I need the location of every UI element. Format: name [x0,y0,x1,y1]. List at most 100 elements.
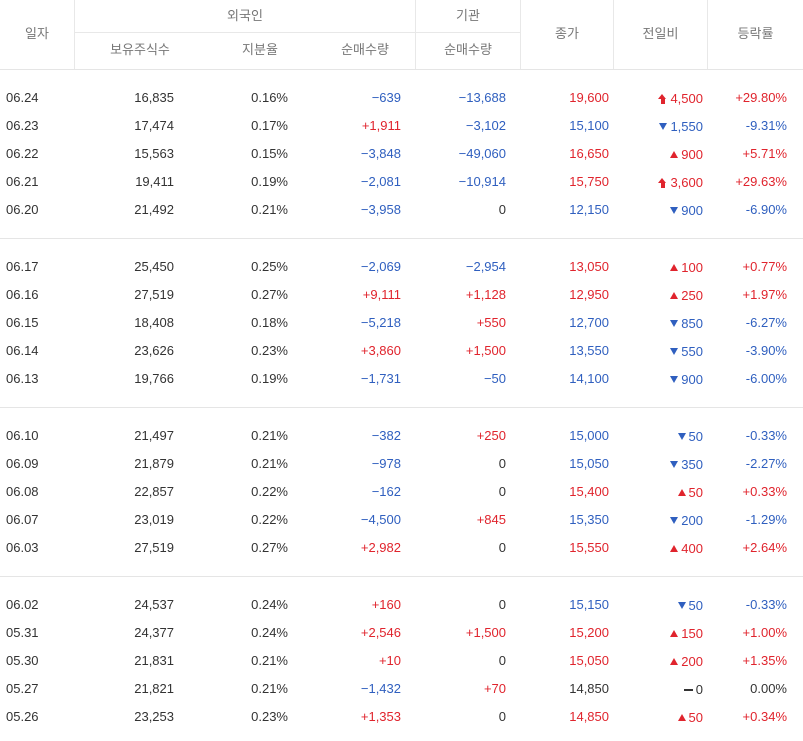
row-change-value: 0 [695,682,703,698]
row-held-shares: 23,253 [134,709,174,724]
row-date: 05.26 [6,709,39,724]
up-icon [670,151,679,159]
row-foreign-net: +2,546 [360,625,401,640]
row-inst-net: 0 [498,709,506,724]
row-inst-net: −2,954 [465,259,506,274]
row-share-ratio: 0.24% [251,625,288,640]
row-close: 14,850 [569,709,609,724]
row-foreign-net: −978 [371,456,401,471]
row-share-ratio: 0.19% [251,371,288,386]
row-share-ratio: 0.21% [251,202,288,217]
row-held-shares: 21,879 [134,456,174,471]
row-change: 200 [670,513,703,527]
header-divider [415,0,416,69]
row-foreign-net: −1,432 [360,681,401,696]
row-inst-net: −3,102 [465,118,506,133]
row-rate: -9.31% [745,118,787,133]
up-icon [677,714,686,722]
row-close: 12,950 [569,287,609,302]
row-change-value: 400 [681,541,703,557]
row-close: 15,200 [569,625,609,640]
row-inst-net: −50 [483,371,506,386]
row-change: 900 [670,147,703,161]
row-share-ratio: 0.22% [251,484,288,499]
row-foreign-net: +1,911 [361,118,401,133]
row-date: 06.17 [6,259,39,274]
row-rate: -6.00% [745,371,787,386]
row-change: 50 [677,598,703,612]
row-change-value: 850 [681,316,703,332]
up-icon [670,292,679,300]
row-held-shares: 27,519 [134,287,174,302]
up-icon [670,630,679,638]
row-date: 06.24 [6,90,39,105]
row-foreign-net: +2,982 [360,540,401,555]
row-close: 12,700 [569,315,609,330]
row-held-shares: 24,377 [134,625,174,640]
row-held-shares: 25,450 [134,259,174,274]
header-held-shares: 보유주식수 [110,42,170,57]
row-held-shares: 18,408 [134,315,174,330]
row-close: 13,550 [569,343,609,358]
row-held-shares: 27,519 [134,540,174,555]
row-rate: +0.33% [742,484,787,499]
row-share-ratio: 0.21% [251,428,288,443]
row-held-shares: 23,626 [134,343,174,358]
row-share-ratio: 0.22% [251,512,288,527]
header-inst-net: 순매수량 [444,42,492,57]
down-icon [670,348,679,356]
header-divider [520,0,521,69]
down-icon [670,207,679,215]
row-foreign-net: −1,731 [360,371,401,386]
row-date: 06.14 [6,343,39,358]
row-inst-net: 0 [498,653,506,668]
header-change: 전일비 [642,26,679,41]
row-change-value: 900 [681,203,703,219]
row-date: 06.02 [6,597,39,612]
row-rate: +1.35% [742,653,787,668]
row-close: 15,000 [569,428,609,443]
row-inst-net: +1,128 [465,287,506,302]
header-foreign-net: 순매수량 [341,42,389,57]
row-change-value: 100 [681,260,703,276]
row-held-shares: 19,766 [134,371,174,386]
row-change: 50 [677,429,703,443]
header-group-row [75,0,520,33]
row-foreign-net: +3,860 [360,343,401,358]
row-change-value: 4,500 [670,91,703,107]
down-icon [670,376,679,384]
row-change: 850 [670,316,703,330]
row-inst-net: 0 [498,202,506,217]
row-rate: +1.00% [742,625,787,640]
row-held-shares: 17,474 [134,118,174,133]
header-close: 종가 [555,26,579,41]
row-change: 1,550 [659,119,703,133]
row-foreign-net: +1,353 [360,709,401,724]
header-institution: 기관 [456,8,480,23]
down-icon [659,123,668,131]
row-close: 16,650 [569,146,609,161]
row-close: 15,100 [569,118,609,133]
row-date: 05.27 [6,681,39,696]
row-rate: -0.33% [745,597,787,612]
row-rate: +0.34% [742,709,787,724]
row-change-value: 1,550 [670,119,703,135]
row-change-value: 50 [688,710,703,726]
header-divider [707,0,708,69]
row-date: 05.31 [6,625,39,640]
row-close: 19,600 [569,90,609,105]
header-share-ratio: 지분율 [242,42,278,57]
row-foreign-net: −3,958 [360,202,401,217]
row-rate: +1.97% [742,287,787,302]
row-share-ratio: 0.21% [251,653,288,668]
row-foreign-net: +9,111 [362,287,401,302]
row-rate: +0.77% [742,259,787,274]
row-change: 100 [670,260,703,274]
row-close: 15,150 [569,597,609,612]
row-change: 250 [670,288,703,302]
row-change: 200 [670,654,703,668]
row-share-ratio: 0.23% [251,343,288,358]
row-close: 13,050 [569,259,609,274]
row-close: 14,100 [569,371,609,386]
row-inst-net: 0 [498,484,506,499]
